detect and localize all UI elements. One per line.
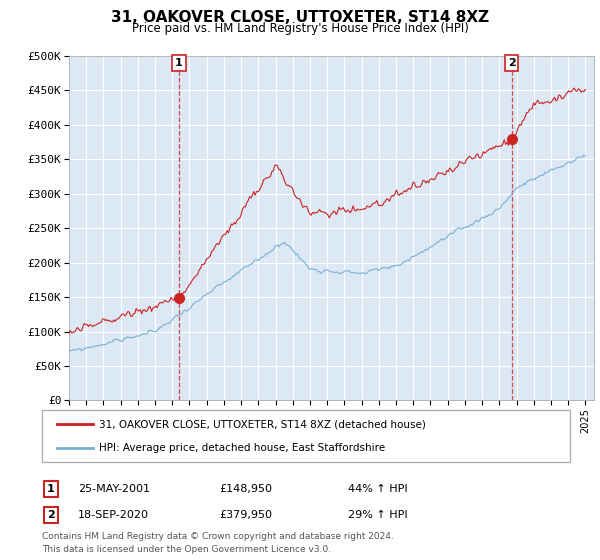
Text: Price paid vs. HM Land Registry's House Price Index (HPI): Price paid vs. HM Land Registry's House …	[131, 22, 469, 35]
Text: 31, OAKOVER CLOSE, UTTOXETER, ST14 8XZ: 31, OAKOVER CLOSE, UTTOXETER, ST14 8XZ	[111, 10, 489, 25]
Text: 18-SEP-2020: 18-SEP-2020	[78, 510, 149, 520]
Text: HPI: Average price, detached house, East Staffordshire: HPI: Average price, detached house, East…	[99, 443, 385, 453]
Text: 44% ↑ HPI: 44% ↑ HPI	[348, 484, 407, 494]
Text: Contains HM Land Registry data © Crown copyright and database right 2024.: Contains HM Land Registry data © Crown c…	[42, 532, 394, 541]
Text: 2: 2	[508, 58, 515, 68]
Text: 2: 2	[47, 510, 55, 520]
Text: 1: 1	[175, 58, 183, 68]
Text: This data is licensed under the Open Government Licence v3.0.: This data is licensed under the Open Gov…	[42, 545, 331, 554]
Text: 31, OAKOVER CLOSE, UTTOXETER, ST14 8XZ (detached house): 31, OAKOVER CLOSE, UTTOXETER, ST14 8XZ (…	[99, 419, 426, 430]
Text: £379,950: £379,950	[219, 510, 272, 520]
Text: 1: 1	[47, 484, 55, 494]
Text: £148,950: £148,950	[219, 484, 272, 494]
Text: 29% ↑ HPI: 29% ↑ HPI	[348, 510, 407, 520]
Text: 25-MAY-2001: 25-MAY-2001	[78, 484, 150, 494]
